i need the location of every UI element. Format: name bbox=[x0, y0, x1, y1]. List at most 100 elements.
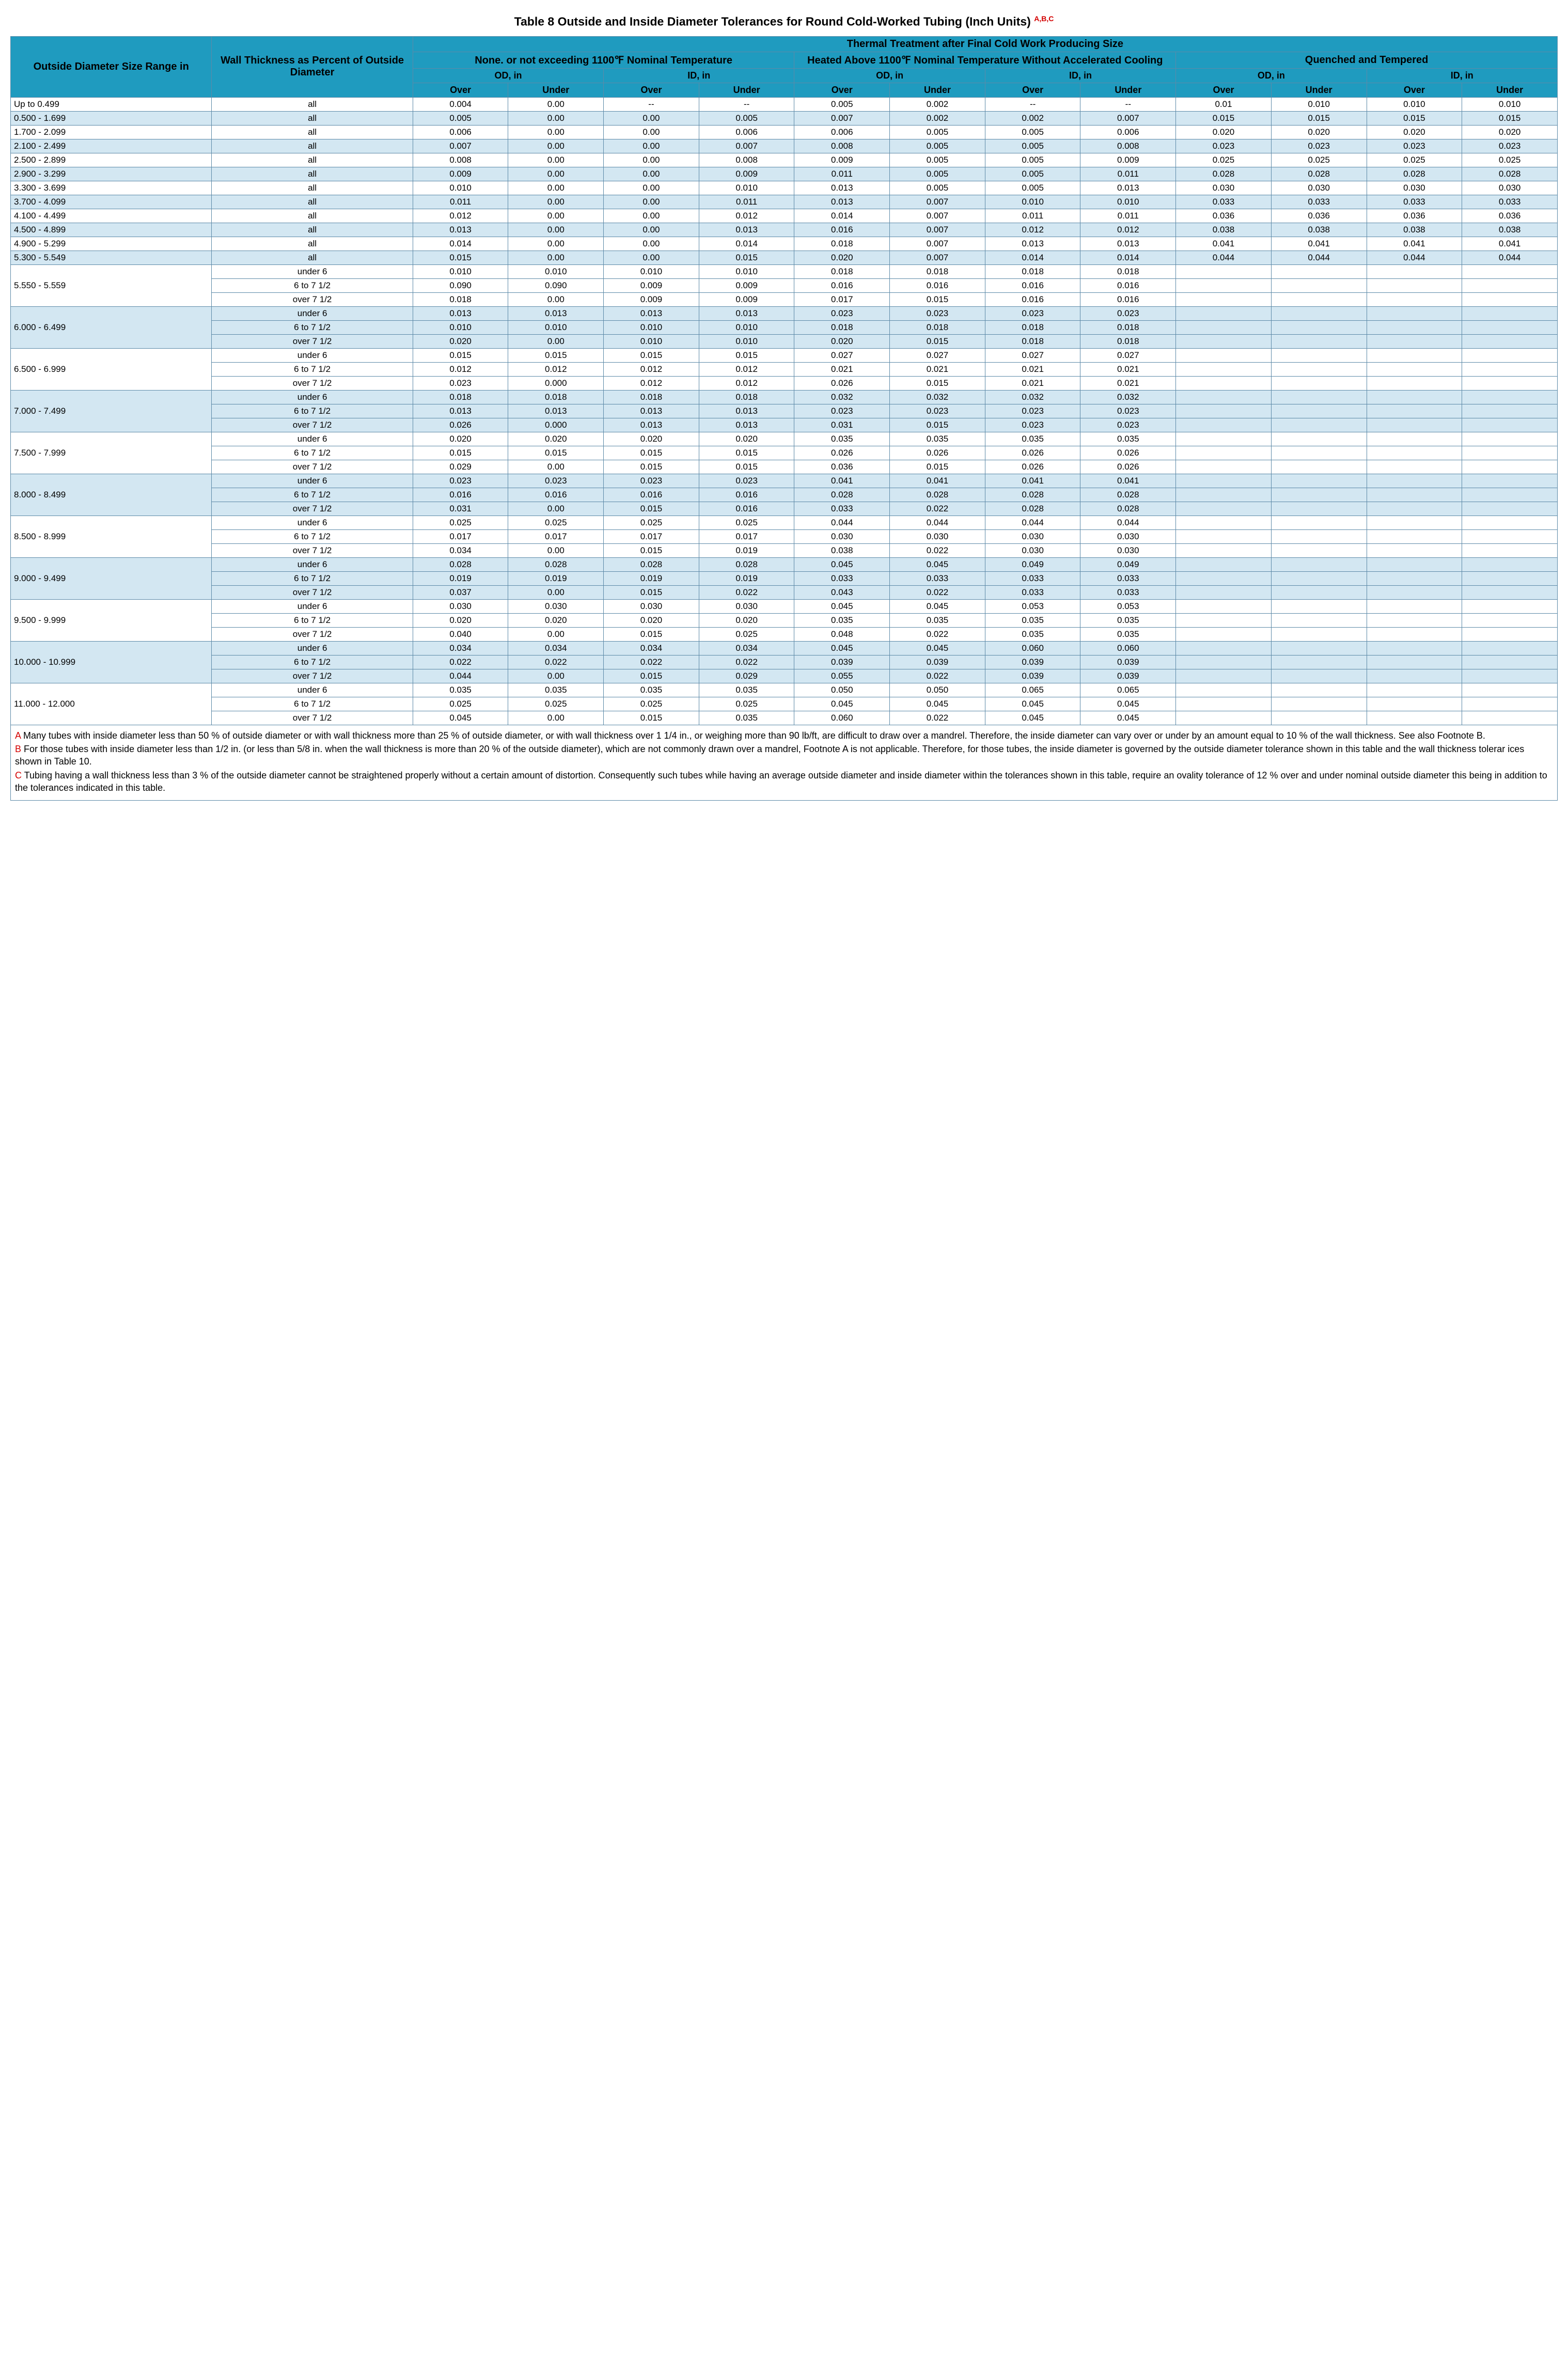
cell-value: 0.00 bbox=[508, 181, 604, 195]
cell-value: 0.015 bbox=[1462, 111, 1558, 125]
cell-value: 0.022 bbox=[699, 585, 794, 599]
cell-value bbox=[1176, 599, 1272, 613]
cell-value bbox=[1367, 683, 1462, 697]
hdr-under: Under bbox=[508, 83, 604, 97]
cell-value bbox=[1367, 278, 1462, 292]
cell-value bbox=[1176, 320, 1272, 334]
hdr-id-3: ID, in bbox=[1367, 68, 1558, 83]
cell-value bbox=[1271, 557, 1367, 571]
cell-value: 0.016 bbox=[794, 223, 890, 237]
cell-value: 0.016 bbox=[1080, 278, 1176, 292]
cell-value bbox=[1176, 348, 1272, 362]
cell-value: 0.020 bbox=[508, 432, 604, 446]
cell-value: 0.009 bbox=[1080, 153, 1176, 167]
cell-value: 0.008 bbox=[794, 139, 890, 153]
cell-value: 0.026 bbox=[985, 460, 1080, 474]
cell-range: 5.550 - 5.559 bbox=[11, 264, 212, 306]
cell-value: 0.015 bbox=[413, 348, 508, 362]
cell-value: 0.060 bbox=[985, 641, 1080, 655]
table-row: 7.500 - 7.999under 60.0200.0200.0200.020… bbox=[11, 432, 1558, 446]
cell-value: 0.022 bbox=[890, 585, 985, 599]
table-row: 6 to 7 1/20.0200.0200.0200.0200.0350.035… bbox=[11, 613, 1558, 627]
cell-value bbox=[1176, 711, 1272, 725]
cell-value: 0.016 bbox=[699, 488, 794, 502]
table-row: 1.700 - 2.099all0.0060.000.000.0060.0060… bbox=[11, 125, 1558, 139]
cell-wall: over 7 1/2 bbox=[212, 585, 413, 599]
cell-value bbox=[1367, 516, 1462, 529]
cell-value: 0.027 bbox=[794, 348, 890, 362]
cell-value: 0.000 bbox=[508, 418, 604, 432]
cell-value: 0.033 bbox=[1367, 195, 1462, 209]
cell-value bbox=[1367, 557, 1462, 571]
cell-value: 0.020 bbox=[604, 613, 699, 627]
cell-value: 0.090 bbox=[413, 278, 508, 292]
cell-value: 0.00 bbox=[604, 223, 699, 237]
cell-wall: all bbox=[212, 195, 413, 209]
cell-value: 0.044 bbox=[1176, 251, 1272, 264]
cell-value: 0.023 bbox=[1367, 139, 1462, 153]
cell-wall: all bbox=[212, 237, 413, 251]
cell-value: 0.007 bbox=[890, 251, 985, 264]
cell-value: 0.014 bbox=[699, 237, 794, 251]
cell-value: 0.053 bbox=[1080, 599, 1176, 613]
cell-value: 0.044 bbox=[985, 516, 1080, 529]
cell-value: 0.036 bbox=[1176, 209, 1272, 223]
cell-value: 0.034 bbox=[508, 641, 604, 655]
cell-value: 0.026 bbox=[794, 376, 890, 390]
cell-value: 0.023 bbox=[604, 474, 699, 488]
cell-value: 0.034 bbox=[604, 641, 699, 655]
hdr-over: Over bbox=[1367, 83, 1462, 97]
cell-range: 6.500 - 6.999 bbox=[11, 348, 212, 390]
table-title: Table 8 Outside and Inside Diameter Tole… bbox=[10, 10, 1558, 36]
footnote-letter: B bbox=[15, 744, 24, 754]
cell-value bbox=[1367, 460, 1462, 474]
cell-value: 0.015 bbox=[604, 669, 699, 683]
cell-value bbox=[1367, 306, 1462, 320]
cell-value: 0.012 bbox=[699, 362, 794, 376]
cell-value: 0.033 bbox=[985, 571, 1080, 585]
cell-value: 0.033 bbox=[985, 585, 1080, 599]
cell-value: 0.015 bbox=[604, 585, 699, 599]
cell-value: 0.014 bbox=[1080, 251, 1176, 264]
cell-value bbox=[1271, 474, 1367, 488]
cell-value: 0.002 bbox=[985, 111, 1080, 125]
cell-value: 0.017 bbox=[794, 292, 890, 306]
cell-value: 0.011 bbox=[1080, 167, 1176, 181]
cell-value: 0.035 bbox=[1080, 613, 1176, 627]
cell-value bbox=[1367, 529, 1462, 543]
cell-value: 0.022 bbox=[413, 655, 508, 669]
cell-value: 0.016 bbox=[985, 278, 1080, 292]
cell-value: 0.017 bbox=[604, 529, 699, 543]
cell-value: 0.010 bbox=[1367, 97, 1462, 111]
cell-value: 0.023 bbox=[508, 474, 604, 488]
cell-value: 0.00 bbox=[508, 292, 604, 306]
cell-value: 0.034 bbox=[413, 543, 508, 557]
cell-value: 0.000 bbox=[508, 376, 604, 390]
cell-wall: over 7 1/2 bbox=[212, 711, 413, 725]
cell-value: 0.025 bbox=[413, 516, 508, 529]
cell-value: 0.013 bbox=[413, 306, 508, 320]
cell-value: 0.026 bbox=[1080, 446, 1176, 460]
footnote-letter: C bbox=[15, 770, 24, 781]
cell-value bbox=[1367, 543, 1462, 557]
cell-value: 0.00 bbox=[604, 125, 699, 139]
cell-value bbox=[1462, 488, 1558, 502]
cell-value: 0.028 bbox=[985, 488, 1080, 502]
cell-value: 0.020 bbox=[1176, 125, 1272, 139]
cell-value: 0.026 bbox=[794, 446, 890, 460]
cell-value: 0.010 bbox=[699, 264, 794, 278]
cell-value: 0.010 bbox=[699, 334, 794, 348]
table-row: 6 to 7 1/20.0130.0130.0130.0130.0230.023… bbox=[11, 404, 1558, 418]
cell-value: 0.023 bbox=[1080, 404, 1176, 418]
cell-value: 0.044 bbox=[413, 669, 508, 683]
cell-value: 0.033 bbox=[1176, 195, 1272, 209]
cell-value: 0.043 bbox=[794, 585, 890, 599]
cell-value: 0.019 bbox=[699, 571, 794, 585]
cell-value: 0.023 bbox=[1080, 418, 1176, 432]
cell-value: 0.015 bbox=[413, 251, 508, 264]
cell-value: 0.013 bbox=[794, 181, 890, 195]
cell-value bbox=[1367, 446, 1462, 460]
cell-range: 4.900 - 5.299 bbox=[11, 237, 212, 251]
cell-value bbox=[1271, 334, 1367, 348]
hdr-group3: Quenched and Tempered bbox=[1176, 52, 1558, 68]
